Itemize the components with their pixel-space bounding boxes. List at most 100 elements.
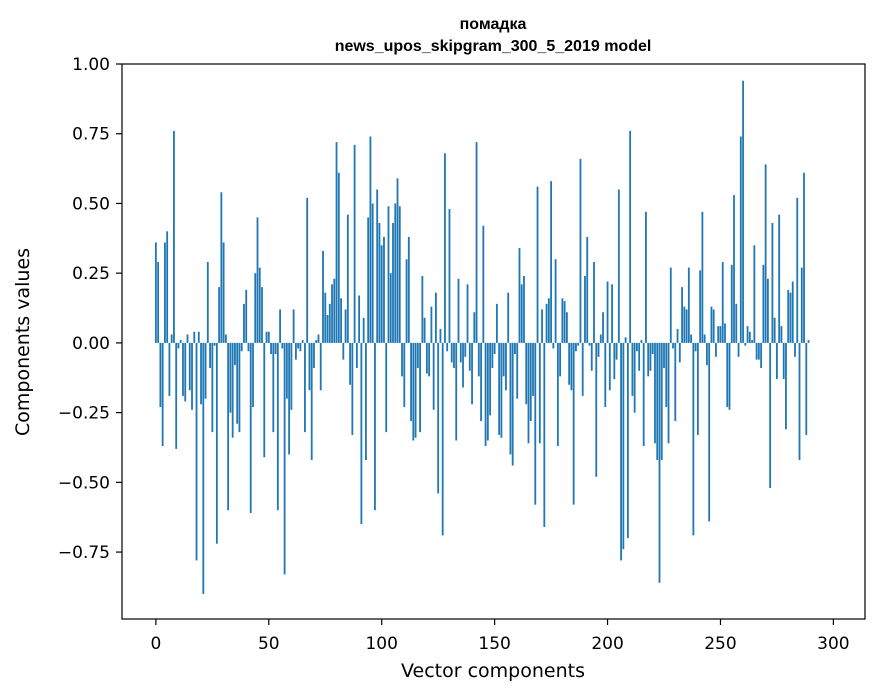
- bar-250: [719, 326, 722, 343]
- bar-90: [358, 295, 361, 343]
- bar-165: [527, 342, 530, 444]
- bar-191: [586, 236, 589, 343]
- bar-287: [803, 172, 805, 343]
- bar-218: [647, 342, 650, 377]
- bar-112: [407, 236, 410, 343]
- bar-21: [202, 342, 205, 594]
- bar-87: [351, 342, 354, 435]
- bar-173: [545, 303, 548, 343]
- bar-169: [536, 186, 539, 343]
- bar-3: [161, 342, 164, 447]
- bar-203: [613, 342, 616, 380]
- bar-221: [654, 342, 656, 444]
- bar-190: [584, 275, 586, 343]
- bar-175: [550, 181, 552, 343]
- bar-205: [617, 189, 620, 343]
- bar-51: [270, 342, 272, 355]
- x-tick-label: 300: [817, 634, 849, 654]
- bar-160: [516, 342, 519, 399]
- bar-274: [773, 317, 776, 343]
- bar-280: [787, 289, 790, 343]
- bar-217: [645, 211, 647, 343]
- bar-139: [468, 342, 471, 371]
- bar-49: [265, 331, 268, 343]
- bar-272: [769, 342, 772, 488]
- bar-79: [333, 278, 336, 343]
- bar-94: [367, 217, 370, 343]
- bar-7: [170, 334, 173, 343]
- bar-243: [703, 334, 706, 343]
- bar-23: [206, 262, 209, 343]
- bar-102: [385, 342, 388, 433]
- bar-16: [191, 342, 193, 410]
- bar-282: [791, 281, 794, 343]
- bar-42: [249, 342, 252, 514]
- bar-194: [593, 262, 595, 343]
- bar-277: [780, 326, 783, 343]
- bar-252: [724, 323, 726, 343]
- bar-8: [173, 130, 175, 343]
- bar-10: [177, 342, 180, 349]
- bar-134: [457, 278, 460, 343]
- bar-27: [215, 342, 218, 544]
- bar-235: [685, 309, 688, 343]
- bar-15: [188, 342, 191, 391]
- bar-131: [450, 342, 453, 363]
- bar-266: [755, 342, 758, 360]
- bar-77: [328, 303, 331, 343]
- bar-251: [721, 262, 724, 343]
- bar-189: [581, 342, 584, 396]
- bar-89: [355, 342, 358, 368]
- bar-93: [365, 342, 367, 461]
- bar-64: [299, 342, 302, 352]
- bar-37: [238, 342, 241, 433]
- bar-184: [570, 342, 573, 391]
- bar-200: [606, 281, 609, 343]
- bar-41: [247, 342, 250, 352]
- bar-130: [448, 209, 451, 343]
- bar-123: [432, 342, 435, 410]
- bar-289: [807, 340, 810, 343]
- bar-82: [340, 298, 342, 343]
- x-tick-label: 100: [365, 634, 397, 654]
- bar-17: [193, 331, 196, 343]
- bar-258: [737, 342, 740, 357]
- bar-5: [166, 231, 169, 343]
- bar-132: [453, 342, 455, 368]
- bar-85: [346, 214, 349, 343]
- bar-261: [744, 342, 747, 346]
- bar-196: [597, 342, 600, 357]
- x-tick-label: 0: [150, 634, 161, 654]
- bar-244: [706, 342, 708, 366]
- bar-108: [398, 206, 401, 343]
- bar-60: [290, 342, 293, 410]
- bar-198: [602, 312, 604, 343]
- x-axis-label: Vector components: [401, 660, 585, 682]
- bar-246: [710, 306, 713, 343]
- bar-195: [595, 342, 598, 477]
- bar-176: [552, 342, 555, 349]
- bar-57: [283, 342, 286, 575]
- bar-285: [798, 342, 801, 461]
- bar-68: [308, 342, 311, 391]
- bar-228: [669, 267, 672, 343]
- bar-110: [403, 342, 406, 408]
- bar-86: [349, 342, 351, 385]
- bar-120: [425, 342, 428, 374]
- bar-141: [473, 312, 476, 343]
- bar-140: [471, 342, 473, 405]
- bar-101: [383, 236, 385, 343]
- bar-118: [421, 275, 424, 343]
- bar-166: [529, 342, 532, 421]
- bar-105: [392, 222, 394, 343]
- bar-178: [556, 342, 559, 447]
- bar-192: [588, 342, 591, 346]
- y-tick-label: −0.25: [58, 404, 110, 424]
- bar-31: [224, 334, 227, 343]
- bar-67: [306, 197, 309, 343]
- bar-83: [342, 342, 345, 360]
- bar-174: [547, 298, 550, 343]
- x-tick-label: 200: [591, 634, 623, 654]
- bar-91: [360, 342, 363, 525]
- bar-54: [276, 342, 279, 511]
